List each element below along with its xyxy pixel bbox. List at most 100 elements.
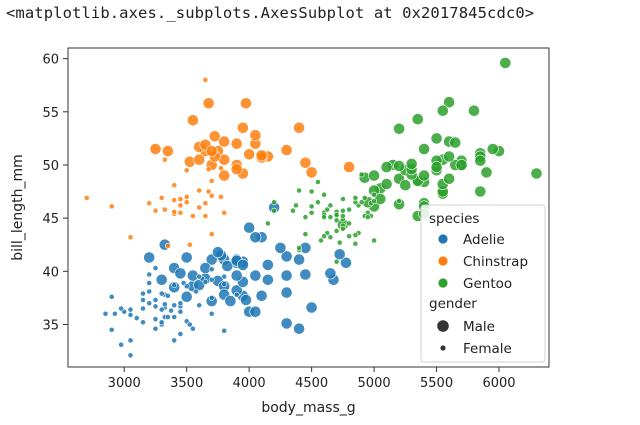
point-adelie-female: [152, 297, 159, 303]
point-adelie-female: [146, 288, 153, 295]
point-adelie-female: [168, 307, 174, 314]
point-chinstrap-male: [343, 161, 355, 173]
axes-frame: [67, 47, 550, 368]
point-adelie-male: [280, 269, 293, 282]
point-adelie-female: [177, 331, 184, 337]
point-chinstrap-female: [108, 203, 115, 210]
legend-title-species: species: [429, 211, 479, 227]
point-chinstrap-female: [171, 182, 178, 189]
point-gentoo-female: [352, 240, 359, 247]
point-adelie-male: [240, 294, 252, 306]
point-gentoo-female: [271, 207, 277, 214]
point-adelie-male: [180, 290, 193, 303]
point-adelie-female: [221, 273, 228, 280]
x-tick-label: 3500: [170, 376, 203, 391]
point-gentoo-female: [324, 206, 331, 213]
point-chinstrap-male: [218, 135, 231, 148]
point-adelie-female: [127, 306, 134, 313]
point-gentoo-female: [333, 258, 340, 265]
point-adelie-female: [161, 301, 168, 308]
point-gentoo-female: [352, 232, 359, 238]
legend-label-adelie: Adelie: [463, 232, 505, 248]
point-adelie-female: [164, 292, 171, 299]
point-chinstrap-female: [196, 204, 203, 211]
point-gentoo-female: [361, 194, 368, 201]
point-adelie-male: [280, 317, 293, 330]
point-adelie-female: [196, 302, 203, 309]
point-adelie-female: [186, 321, 193, 328]
point-chinstrap-male: [218, 169, 231, 182]
point-adelie-male: [224, 295, 237, 307]
y-axis-label: bill_length_mm: [10, 154, 26, 260]
point-adelie-female: [152, 316, 159, 322]
point-adelie-male: [280, 286, 293, 299]
point-adelie-female: [171, 302, 178, 309]
point-chinstrap-male: [208, 130, 221, 143]
y-tick-label: 35: [42, 318, 59, 333]
point-gentoo-female: [296, 244, 302, 251]
point-chinstrap-female: [208, 192, 215, 199]
point-chinstrap-female: [186, 241, 193, 248]
point-adelie-male: [261, 258, 274, 271]
legend-box: [420, 204, 546, 363]
x-tick-label: 6000: [482, 376, 515, 391]
y-tick-label: 50: [42, 159, 59, 174]
point-chinstrap-female: [171, 197, 178, 203]
point-chinstrap-female: [208, 231, 215, 237]
point-gentoo-female: [333, 217, 340, 224]
point-gentoo-female: [364, 214, 371, 220]
point-adelie-female: [127, 352, 134, 359]
point-gentoo-male: [499, 57, 512, 69]
point-chinstrap-female: [152, 207, 159, 214]
point-chinstrap-female: [218, 165, 224, 172]
point-adelie-male: [261, 273, 274, 286]
point-gentoo-female: [321, 233, 327, 240]
point-gentoo-male: [418, 169, 430, 182]
point-gentoo-female: [339, 207, 346, 214]
point-gentoo-female: [339, 213, 346, 219]
point-adelie-female: [127, 337, 134, 344]
point-adelie-female: [152, 325, 159, 332]
point-adelie-female: [158, 306, 165, 313]
point-chinstrap-female: [202, 200, 209, 207]
point-adelie-female: [158, 290, 165, 297]
point-adelie-female: [208, 276, 215, 283]
point-adelie-male: [293, 253, 305, 266]
point-adelie-female: [171, 282, 178, 288]
y-tick-label: 60: [42, 53, 59, 68]
point-chinstrap-female: [164, 242, 171, 249]
point-chinstrap-female: [205, 166, 212, 173]
x-tick-label: 3000: [108, 376, 141, 391]
point-chinstrap-male: [161, 145, 174, 157]
point-gentoo-male: [418, 143, 430, 155]
x-tick-label: 5000: [358, 376, 391, 391]
points-layer: [83, 57, 543, 359]
point-adelie-male: [305, 301, 318, 314]
point-gentoo-female: [339, 225, 346, 232]
point-adelie-female: [189, 325, 196, 332]
point-gentoo-female: [352, 194, 359, 201]
point-adelie-male: [249, 231, 262, 244]
point-chinstrap-female: [183, 167, 190, 174]
point-gentoo-female: [327, 234, 334, 241]
point-gentoo-female: [302, 231, 309, 237]
point-adelie-female: [221, 327, 228, 334]
point-gentoo-female: [327, 214, 334, 220]
point-chinstrap-male: [205, 145, 218, 157]
legend-label-female: Female: [463, 341, 512, 357]
point-adelie-female: [177, 300, 184, 307]
legend-label-gentoo: Gentoo: [463, 276, 512, 292]
legend-marker-female: [440, 345, 446, 351]
point-adelie-female: [140, 305, 146, 312]
point-chinstrap-female: [202, 77, 209, 83]
point-chinstrap-female: [183, 193, 190, 200]
point-adelie-female: [140, 297, 146, 303]
point-chinstrap-male: [193, 153, 206, 166]
point-adelie-female: [208, 294, 215, 301]
point-adelie-male: [143, 251, 156, 264]
point-gentoo-male: [474, 185, 487, 198]
point-gentoo-male: [468, 104, 480, 117]
point-gentoo-male: [436, 104, 449, 117]
legend-marker-gentoo: [438, 278, 448, 288]
